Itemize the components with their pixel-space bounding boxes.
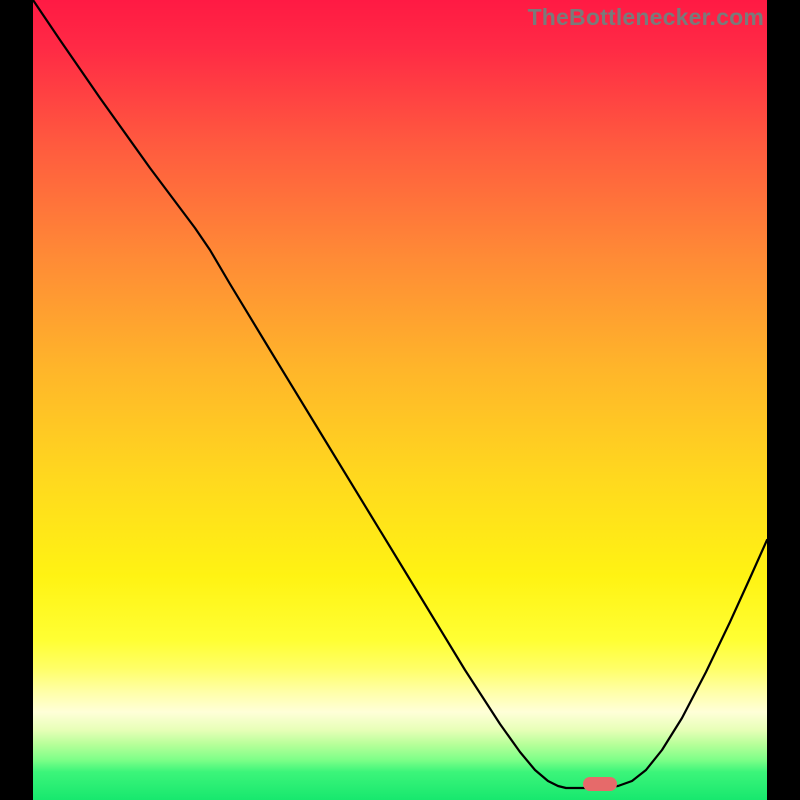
gradient-plot-area (33, 0, 767, 800)
chart-root: { "canvas": { "width": 800, "height": 80… (0, 0, 800, 800)
watermark-text: TheBottlenecker.com (528, 4, 764, 31)
